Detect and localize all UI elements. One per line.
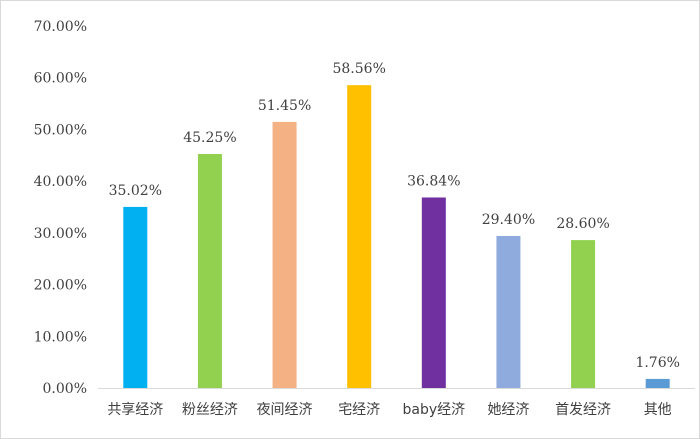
data-label: 29.40% xyxy=(482,212,535,228)
y-tick-label: 10.00% xyxy=(34,329,87,345)
bar xyxy=(123,206,148,388)
x-tick-label: 粉丝经济 xyxy=(182,402,238,418)
data-label: 36.84% xyxy=(407,173,460,189)
y-tick-label: 20.00% xyxy=(34,278,87,294)
x-tick-label: 首发经济 xyxy=(555,402,611,418)
data-label: 35.02% xyxy=(109,183,162,199)
y-tick-label: 50.00% xyxy=(34,122,87,138)
data-label: 58.56% xyxy=(332,61,385,77)
bar xyxy=(496,235,521,388)
y-axis-ticks: 0.00% 10.00% 20.00% 30.00% 40.00% 50.00% 60.00… xyxy=(34,19,87,397)
category-labels: 共享经济 粉丝经济 夜间经济 宅经济 baby经济 她经济 首发经济 其他 xyxy=(107,401,671,418)
bar xyxy=(571,240,596,388)
x-tick-label: 其他 xyxy=(644,402,672,418)
data-label: 45.25% xyxy=(183,130,236,146)
data-label: 1.76% xyxy=(635,355,679,371)
y-tick-label: 40.00% xyxy=(34,174,87,190)
bars xyxy=(123,85,670,389)
bar xyxy=(347,85,372,389)
x-tick-label: 宅经济 xyxy=(338,402,380,418)
y-tick-label: 30.00% xyxy=(34,226,87,242)
data-labels: 35.02% 45.25% 51.45% 58.56% 36.84% 29.40% 28.6… xyxy=(109,61,680,371)
y-tick-label: 70.00% xyxy=(34,19,87,35)
x-tick-label: 夜间经济 xyxy=(257,402,313,418)
x-tick-label: 共享经济 xyxy=(107,401,163,418)
y-tick-label: 0.00% xyxy=(43,381,87,397)
bar xyxy=(645,378,670,388)
x-tick-label: 她经济 xyxy=(487,402,529,418)
data-label: 51.45% xyxy=(258,98,311,114)
data-label: 28.60% xyxy=(556,216,609,232)
bar xyxy=(272,121,297,389)
bar xyxy=(197,153,222,388)
x-tick-label: baby经济 xyxy=(402,402,465,418)
y-tick-label: 60.00% xyxy=(34,71,87,87)
bar xyxy=(421,197,446,388)
